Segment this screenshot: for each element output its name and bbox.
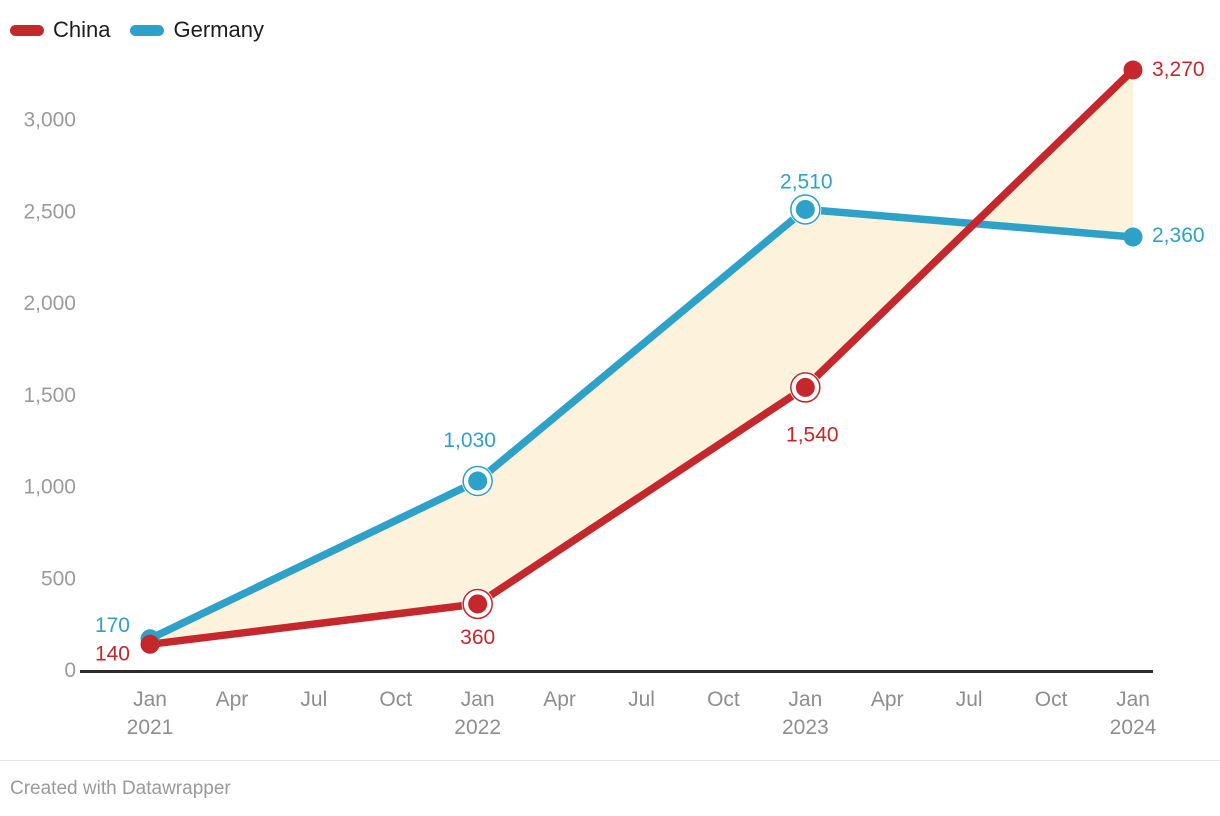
x-axis-tick-label: 2023 bbox=[782, 716, 829, 739]
x-axis-tick-label: Oct bbox=[1035, 688, 1068, 711]
y-axis-tick-label: 0 bbox=[64, 659, 76, 682]
germany-value-label: 170 bbox=[95, 614, 130, 637]
y-axis-tick-label: 2,500 bbox=[23, 200, 76, 223]
china-value-label: 360 bbox=[460, 626, 495, 649]
germany-marker bbox=[795, 199, 815, 219]
y-axis-tick-label: 2,000 bbox=[23, 292, 76, 315]
legend-swatch-china bbox=[10, 24, 44, 36]
germany-marker-ring bbox=[790, 194, 821, 225]
legend: China Germany bbox=[10, 19, 264, 41]
x-axis-tick-label: Apr bbox=[543, 688, 576, 711]
germany-value-label: 1,030 bbox=[443, 429, 496, 452]
x-axis-tick-label: 2024 bbox=[1110, 716, 1157, 739]
china-line bbox=[149, 67, 1136, 649]
x-axis-tick-label: Apr bbox=[871, 688, 904, 711]
y-axis-tick-label: 3,000 bbox=[23, 109, 76, 132]
germany-marker bbox=[1123, 227, 1143, 247]
x-axis-tick-label: Oct bbox=[379, 688, 412, 711]
china-marker-ring bbox=[790, 372, 821, 403]
legend-item-china: China bbox=[10, 19, 110, 41]
x-axis-tick-label: Jan bbox=[1116, 688, 1150, 711]
legend-label-china: China bbox=[53, 17, 111, 42]
legend-label-germany: Germany bbox=[173, 17, 264, 42]
x-axis-tick-label: Jan bbox=[133, 688, 167, 711]
germany-line bbox=[148, 205, 1134, 643]
china-marker bbox=[795, 377, 815, 397]
x-axis-tick-label: Jul bbox=[628, 688, 655, 711]
x-axis-tick-label: Jul bbox=[300, 688, 327, 711]
china-marker bbox=[468, 594, 488, 614]
y-axis-tick-label: 1,000 bbox=[23, 476, 76, 499]
china-marker bbox=[140, 634, 160, 654]
y-axis-tick-label: 1,500 bbox=[23, 384, 76, 407]
credit-text: Created with Datawrapper bbox=[10, 778, 231, 799]
china-value-label: 1,540 bbox=[786, 423, 839, 446]
germany-value-label: 2,360 bbox=[1152, 224, 1205, 247]
y-axis-tick-label: 500 bbox=[41, 567, 76, 590]
area-between-series bbox=[150, 70, 1133, 645]
germany-marker-ring bbox=[462, 465, 493, 497]
x-axis-tick-label: Jan bbox=[461, 688, 495, 711]
line-chart: 0 500 1,000 1,500 2,000 2,500 3,000 Jan 2021 Apr J… bbox=[23, 58, 1205, 739]
x-axis-tick-label: Apr bbox=[216, 688, 249, 711]
china-value-label: 140 bbox=[95, 642, 130, 665]
legend-item-germany: Germany bbox=[130, 17, 264, 42]
china-marker bbox=[1123, 60, 1143, 80]
footer: Created with Datawrapper bbox=[0, 760, 1220, 800]
x-axis-tick-label: Oct bbox=[707, 688, 740, 711]
x-axis-tick-label: Jan bbox=[788, 688, 822, 711]
china-marker-ring bbox=[462, 588, 493, 620]
x-axis-tick-label: Jul bbox=[956, 688, 983, 711]
germany-value-label: 2,510 bbox=[780, 170, 833, 193]
x-axis-tick-label: 2021 bbox=[127, 716, 174, 739]
x-axis-tick-label: 2022 bbox=[454, 716, 501, 739]
china-value-label: 3,270 bbox=[1152, 58, 1205, 81]
germany-marker bbox=[468, 471, 488, 491]
legend-swatch-germany bbox=[130, 24, 165, 36]
